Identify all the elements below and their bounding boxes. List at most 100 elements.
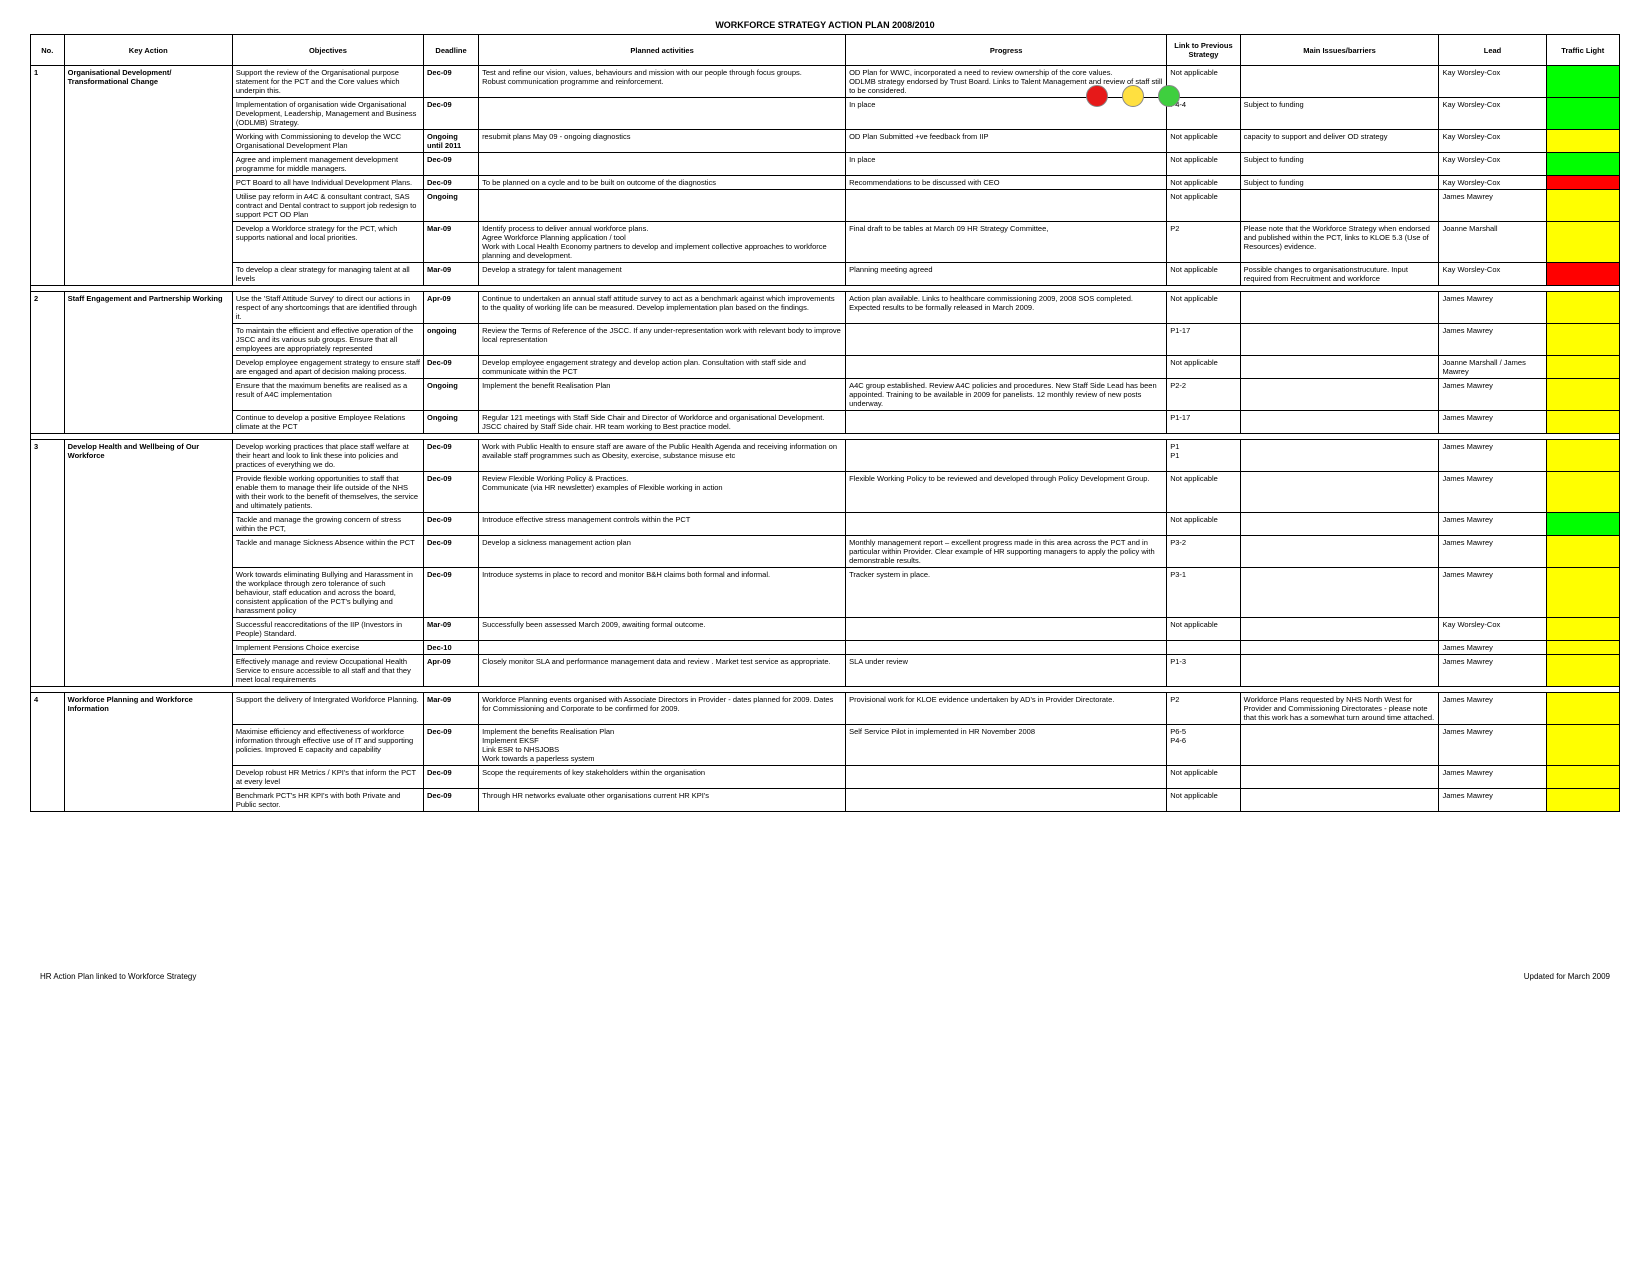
cell-activities: Review Flexible Working Policy & Practic… — [479, 472, 846, 513]
legend-dot-red — [1086, 85, 1108, 107]
cell-progress — [846, 766, 1167, 789]
table-row: Ensure that the maximum benefits are rea… — [31, 379, 1620, 411]
cell-activities: Implement the benefits Realisation PlanI… — [479, 725, 846, 766]
cell-link: P2-2 — [1167, 379, 1240, 411]
cell-activities: Develop a strategy for talent management — [479, 263, 846, 286]
cell-progress — [846, 641, 1167, 655]
table-header-row: No. Key Action Objectives Deadline Plann… — [31, 35, 1620, 66]
table-row: Develop employee engagement strategy to … — [31, 356, 1620, 379]
cell-lead: Joanne Marshall — [1439, 222, 1546, 263]
table-row: Tackle and manage Sickness Absence withi… — [31, 536, 1620, 568]
cell-issues — [1240, 356, 1439, 379]
cell-progress — [846, 513, 1167, 536]
cell-objective: Tackle and manage Sickness Absence withi… — [232, 536, 423, 568]
cell-objective: Provide flexible working opportunities t… — [232, 472, 423, 513]
col-prog: Progress — [846, 35, 1167, 66]
cell-issues — [1240, 292, 1439, 324]
cell-traffic-light — [1546, 536, 1619, 568]
cell-lead: James Mawrey — [1439, 655, 1546, 687]
table-row: PCT Board to all have Individual Develop… — [31, 176, 1620, 190]
cell-link: Not applicable — [1167, 130, 1240, 153]
cell-lead: James Mawrey — [1439, 693, 1546, 725]
cell-deadline: Dec-09 — [424, 725, 479, 766]
cell-deadline: Dec-09 — [424, 153, 479, 176]
cell-deadline: Dec-09 — [424, 766, 479, 789]
cell-progress — [846, 411, 1167, 434]
cell-progress: Provisional work for KLOE evidence under… — [846, 693, 1167, 725]
cell-traffic-light — [1546, 725, 1619, 766]
cell-lead: James Mawrey — [1439, 568, 1546, 618]
cell-issues: Possible changes to organisationstrucutu… — [1240, 263, 1439, 286]
cell-activities: Develop a sickness management action pla… — [479, 536, 846, 568]
cell-lead: Kay Worsley-Cox — [1439, 130, 1546, 153]
cell-traffic-light — [1546, 693, 1619, 725]
legend-dot-green — [1158, 85, 1180, 107]
cell-issues — [1240, 324, 1439, 356]
cell-deadline: Dec-09 — [424, 176, 479, 190]
section-key-action: Organisational Development/ Transformati… — [64, 66, 232, 286]
section-key-action: Staff Engagement and Partnership Working — [64, 292, 232, 434]
cell-activities: Develop employee engagement strategy and… — [479, 356, 846, 379]
cell-issues: Subject to funding — [1240, 153, 1439, 176]
cell-deadline: Mar-09 — [424, 618, 479, 641]
cell-issues: Workforce Plans requested by NHS North W… — [1240, 693, 1439, 725]
cell-objective: Tackle and manage the growing concern of… — [232, 513, 423, 536]
cell-objective: Agree and implement management developme… — [232, 153, 423, 176]
cell-deadline: Ongoing — [424, 190, 479, 222]
section-key-action: Workforce Planning and Workforce Informa… — [64, 693, 232, 812]
table-row: Continue to develop a positive Employee … — [31, 411, 1620, 434]
cell-lead: Kay Worsley-Cox — [1439, 153, 1546, 176]
cell-objective: Continue to develop a positive Employee … — [232, 411, 423, 434]
cell-activities: Successfully been assessed March 2009, a… — [479, 618, 846, 641]
cell-deadline: Dec-09 — [424, 356, 479, 379]
cell-traffic-light — [1546, 513, 1619, 536]
cell-activities: Scope the requirements of key stakeholde… — [479, 766, 846, 789]
cell-lead: James Mawrey — [1439, 536, 1546, 568]
cell-lead: Kay Worsley-Cox — [1439, 66, 1546, 98]
cell-traffic-light — [1546, 263, 1619, 286]
cell-deadline: Mar-09 — [424, 693, 479, 725]
cell-link: Not applicable — [1167, 263, 1240, 286]
cell-issues — [1240, 641, 1439, 655]
cell-link: P3-1 — [1167, 568, 1240, 618]
cell-objective: Ensure that the maximum benefits are rea… — [232, 379, 423, 411]
cell-traffic-light — [1546, 766, 1619, 789]
cell-activities: Identify process to deliver annual workf… — [479, 222, 846, 263]
page-title: WORKFORCE STRATEGY ACTION PLAN 2008/2010 — [30, 20, 1620, 30]
cell-issues: Please note that the Workforce Strategy … — [1240, 222, 1439, 263]
cell-lead: Joanne Marshall / James Mawrey — [1439, 356, 1546, 379]
cell-progress — [846, 356, 1167, 379]
cell-objective: Working with Commissioning to develop th… — [232, 130, 423, 153]
cell-traffic-light — [1546, 379, 1619, 411]
cell-progress: Self Service Pilot in implemented in HR … — [846, 725, 1167, 766]
cell-progress: SLA under review — [846, 655, 1167, 687]
cell-lead: James Mawrey — [1439, 766, 1546, 789]
cell-link: Not applicable — [1167, 190, 1240, 222]
cell-issues — [1240, 411, 1439, 434]
cell-traffic-light — [1546, 356, 1619, 379]
table-row: Tackle and manage the growing concern of… — [31, 513, 1620, 536]
cell-deadline: Ongoing until 2011 — [424, 130, 479, 153]
cell-activities: Closely monitor SLA and performance mana… — [479, 655, 846, 687]
table-row: Work towards eliminating Bullying and Ha… — [31, 568, 1620, 618]
footer-left: HR Action Plan linked to Workforce Strat… — [40, 972, 196, 981]
cell-activities: Introduce effective stress management co… — [479, 513, 846, 536]
cell-link: Not applicable — [1167, 176, 1240, 190]
cell-objective: PCT Board to all have Individual Develop… — [232, 176, 423, 190]
cell-traffic-light — [1546, 292, 1619, 324]
cell-issues — [1240, 766, 1439, 789]
table-row: To maintain the efficient and effective … — [31, 324, 1620, 356]
section-key-action: Develop Health and Wellbeing of Our Work… — [64, 440, 232, 687]
cell-issues: Subject to funding — [1240, 98, 1439, 130]
cell-progress: Monthly management report – excellent pr… — [846, 536, 1167, 568]
cell-deadline: Dec-09 — [424, 536, 479, 568]
cell-traffic-light — [1546, 411, 1619, 434]
cell-link: P1-17 — [1167, 324, 1240, 356]
col-act: Planned activities — [479, 35, 846, 66]
table-row: Benchmark PCT's HR KPI's with both Priva… — [31, 789, 1620, 812]
cell-objective: Successful reaccreditations of the IIP (… — [232, 618, 423, 641]
cell-link: P1-3 — [1167, 655, 1240, 687]
cell-link: Not applicable — [1167, 789, 1240, 812]
cell-objective: Support the review of the Organisational… — [232, 66, 423, 98]
cell-lead: James Mawrey — [1439, 513, 1546, 536]
